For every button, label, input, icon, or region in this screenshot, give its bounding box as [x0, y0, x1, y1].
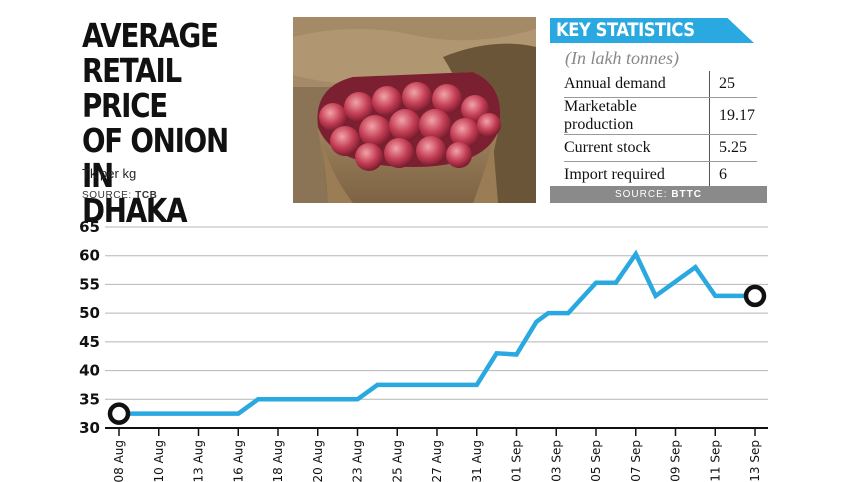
x-tick-label: 01 Sep — [510, 440, 524, 482]
key-stats-row: Annual demand 25 — [564, 71, 757, 98]
x-tick-label: 18 Aug — [271, 440, 285, 482]
chart-title: AVERAGE RETAIL PRICE OF ONION IN DHAKA — [82, 16, 229, 230]
x-tick-label: 05 Sep — [589, 440, 603, 482]
price-line-chart: 30 35 40 45 50 55 60 65 08 Aug 10 Aug 13 Aug 16 Aug… — [79, 218, 768, 482]
x-tick-label: 25 Aug — [390, 440, 404, 482]
end-point-marker — [743, 284, 767, 308]
onion-sack-photo — [293, 17, 536, 203]
x-tick-label: 13 Aug — [192, 440, 206, 482]
key-stats-subtitle: (In lakh tonnes) — [565, 48, 679, 68]
x-tick-label: 20 Aug — [311, 440, 325, 482]
x-tick-label: 10 Aug — [152, 440, 166, 482]
key-stats-label: Current stock — [564, 134, 710, 162]
key-stats-value: 5.25 — [709, 134, 757, 162]
key-stats-title: KEY STATISTICS — [556, 19, 695, 41]
key-stats-label: Marketable production — [564, 97, 710, 135]
key-stats-row: Import required 6 — [564, 161, 757, 189]
y-tick-label: 40 — [79, 362, 100, 380]
key-stats-label: Import required — [564, 161, 710, 189]
start-point-marker — [107, 402, 131, 425]
key-stats-table: Annual demand 25 Marketable production 1… — [564, 71, 757, 189]
y-tick-label: 65 — [79, 218, 100, 236]
y-tick-label: 45 — [79, 333, 100, 351]
chart-source: SOURCE: TCB — [82, 190, 158, 201]
price-series-line — [119, 249, 755, 416]
x-tick-label: 11 Sep — [708, 440, 722, 482]
y-tick-label: 30 — [79, 419, 100, 437]
y-tick-label: 35 — [79, 390, 100, 408]
key-stats-value: 19.17 — [709, 97, 757, 135]
key-stats-source-value: BTTC — [671, 189, 702, 200]
key-stats-value: 25 — [709, 71, 757, 98]
key-stats-header-bar — [550, 18, 754, 43]
x-tick-label: 16 Aug — [231, 440, 245, 482]
unit-label: Tk per kg — [82, 166, 137, 181]
key-stats-row: Marketable production 19.17 — [564, 97, 757, 135]
source-label: SOURCE: — [82, 190, 132, 201]
x-tick-label: 07 Sep — [629, 440, 643, 482]
x-tick-label: 13 Sep — [748, 440, 762, 482]
y-tick-label: 55 — [79, 275, 100, 293]
x-tick-label: 23 Aug — [351, 440, 365, 482]
x-tick-label: 31 Aug — [470, 440, 484, 482]
key-stats-source: SOURCE: BTTC — [550, 186, 767, 203]
source-value: TCB — [135, 190, 158, 201]
x-tick-label: 09 Sep — [669, 440, 683, 482]
key-stats-row: Current stock 5.25 — [564, 134, 757, 162]
x-tick-label: 27 Aug — [430, 440, 444, 482]
x-tick-label: 08 Aug — [112, 440, 126, 482]
y-tick-label: 60 — [79, 247, 100, 265]
x-tick-label: 03 Sep — [549, 440, 563, 482]
key-stats-label: Annual demand — [564, 71, 710, 98]
key-stats-value: 6 — [709, 161, 757, 189]
key-stats-source-label: SOURCE: — [614, 189, 668, 200]
y-tick-label: 50 — [79, 304, 100, 322]
